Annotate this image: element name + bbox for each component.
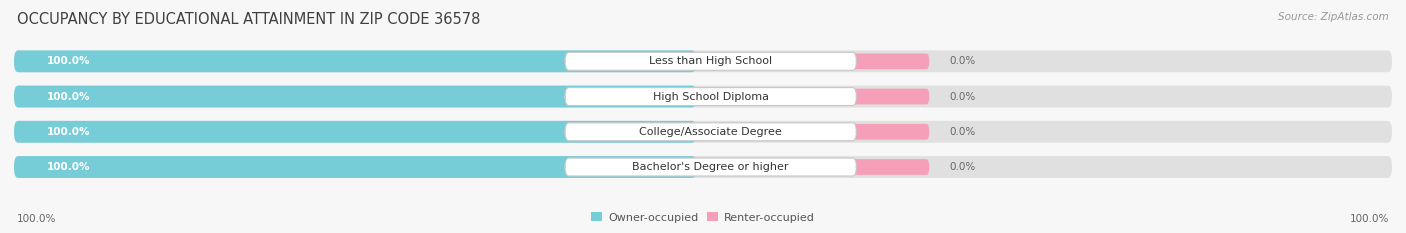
FancyBboxPatch shape — [14, 156, 696, 178]
FancyBboxPatch shape — [14, 50, 696, 72]
Text: College/Associate Degree: College/Associate Degree — [640, 127, 782, 137]
FancyBboxPatch shape — [14, 86, 696, 107]
FancyBboxPatch shape — [565, 52, 856, 70]
Text: 100.0%: 100.0% — [48, 162, 90, 172]
Legend: Owner-occupied, Renter-occupied: Owner-occupied, Renter-occupied — [586, 208, 820, 227]
Text: 100.0%: 100.0% — [48, 92, 90, 102]
Text: Less than High School: Less than High School — [650, 56, 772, 66]
Text: 100.0%: 100.0% — [17, 214, 56, 224]
Text: OCCUPANCY BY EDUCATIONAL ATTAINMENT IN ZIP CODE 36578: OCCUPANCY BY EDUCATIONAL ATTAINMENT IN Z… — [17, 12, 481, 27]
FancyBboxPatch shape — [837, 89, 929, 104]
FancyBboxPatch shape — [837, 159, 929, 175]
Text: Source: ZipAtlas.com: Source: ZipAtlas.com — [1278, 12, 1389, 22]
Text: Bachelor's Degree or higher: Bachelor's Degree or higher — [633, 162, 789, 172]
FancyBboxPatch shape — [14, 121, 696, 143]
FancyBboxPatch shape — [565, 88, 856, 106]
Text: 0.0%: 0.0% — [949, 92, 976, 102]
Text: High School Diploma: High School Diploma — [652, 92, 769, 102]
FancyBboxPatch shape — [14, 50, 1392, 72]
Text: 100.0%: 100.0% — [1350, 214, 1389, 224]
FancyBboxPatch shape — [565, 123, 856, 141]
FancyBboxPatch shape — [565, 158, 856, 176]
FancyBboxPatch shape — [14, 86, 1392, 107]
Text: 0.0%: 0.0% — [949, 127, 976, 137]
FancyBboxPatch shape — [837, 124, 929, 140]
FancyBboxPatch shape — [837, 53, 929, 69]
FancyBboxPatch shape — [14, 156, 1392, 178]
Text: 100.0%: 100.0% — [48, 56, 90, 66]
FancyBboxPatch shape — [14, 121, 1392, 143]
Text: 0.0%: 0.0% — [949, 162, 976, 172]
Text: 0.0%: 0.0% — [949, 56, 976, 66]
Text: 100.0%: 100.0% — [48, 127, 90, 137]
